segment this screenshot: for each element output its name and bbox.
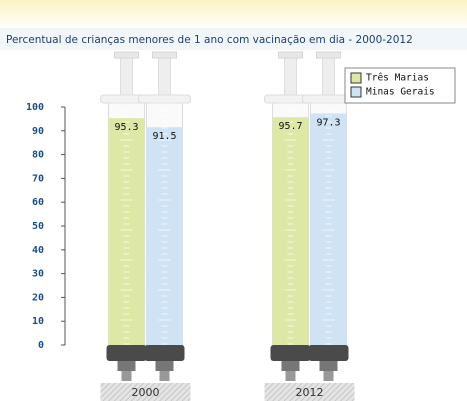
legend-swatch <box>350 86 362 98</box>
plunger-cap <box>278 51 303 59</box>
plunger-cap <box>114 51 139 59</box>
y-tick-label: 0 <box>38 340 44 351</box>
barrel-flange <box>138 94 191 104</box>
y-tick-label: 50 <box>32 221 44 232</box>
title-band <box>0 28 467 50</box>
syringe-hub <box>308 345 349 361</box>
legend: Três Marias Minas Gerais <box>344 67 456 104</box>
syringe-tip <box>285 371 296 381</box>
syringe-hub <box>144 345 185 361</box>
syringe-neck <box>155 361 174 371</box>
syringe-hub <box>106 345 147 361</box>
y-tick-label: 60 <box>32 197 44 208</box>
category-box <box>264 383 355 401</box>
syringe-hub <box>270 345 311 361</box>
syringe-tip <box>323 371 334 381</box>
syringe-tip <box>159 371 170 381</box>
bar <box>108 118 145 345</box>
data-label: 91.5 <box>152 131 176 142</box>
plunger-rod <box>158 54 171 98</box>
category-box <box>100 383 191 401</box>
plunger-cap <box>152 51 177 59</box>
chart-title: Percentual de crianças menores de 1 ano … <box>6 34 413 46</box>
syringe-neck <box>117 361 136 371</box>
y-tick-label: 100 <box>26 102 44 113</box>
legend-label: Minas Gerais <box>366 87 435 98</box>
y-tick-label: 80 <box>32 150 44 161</box>
legend-box <box>344 67 456 104</box>
x-tick-label: 2000 <box>132 386 160 399</box>
y-tick-label: 20 <box>32 292 44 303</box>
plunger-rod <box>322 54 335 98</box>
data-label: 95.7 <box>278 121 302 132</box>
y-tick-label: 30 <box>32 269 44 280</box>
header-fade <box>0 0 467 30</box>
x-tick-label: 2012 <box>296 386 324 399</box>
plunger-cap <box>316 51 341 59</box>
plunger-rod <box>120 54 133 98</box>
y-tick-label: 90 <box>32 126 44 137</box>
y-tick-label: 40 <box>32 245 44 256</box>
syringe-neck <box>281 361 300 371</box>
data-label: 97.3 <box>316 117 340 128</box>
y-tick-label: 70 <box>32 173 44 184</box>
legend-label: Três Marias <box>366 73 429 84</box>
syringe-tip <box>121 371 132 381</box>
legend-swatch <box>350 72 362 84</box>
bar <box>310 113 347 346</box>
y-tick-label: 10 <box>32 316 44 327</box>
syringe-neck <box>319 361 338 371</box>
bar <box>272 117 309 345</box>
plunger-rod <box>284 54 297 98</box>
data-label: 95.3 <box>114 122 138 133</box>
